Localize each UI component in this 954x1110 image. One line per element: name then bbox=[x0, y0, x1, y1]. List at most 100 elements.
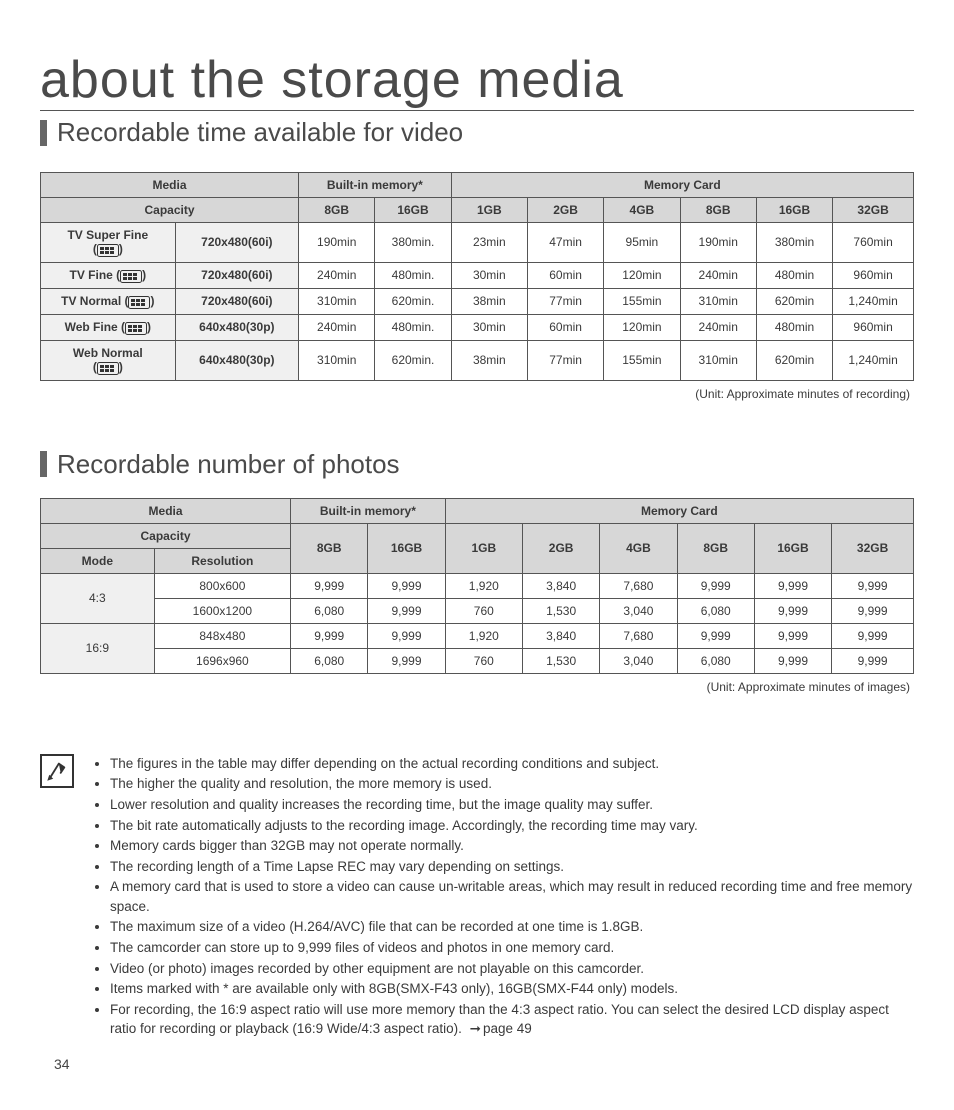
row-quality-label: TV Super Fine() bbox=[41, 223, 176, 263]
cell-value: 760 bbox=[445, 598, 522, 623]
cell-value: 480min. bbox=[375, 314, 451, 340]
cell-value: 9,999 bbox=[368, 648, 445, 673]
row-resolution: 848x480 bbox=[154, 623, 290, 648]
row-resolution: 1600x1200 bbox=[154, 598, 290, 623]
cell-value: 760min bbox=[833, 223, 914, 263]
notes-list: The figures in the table may differ depe… bbox=[92, 754, 914, 1040]
section-heading-photos: Recordable number of photos bbox=[40, 449, 914, 480]
cell-value: 9,999 bbox=[677, 573, 754, 598]
quality-icon bbox=[128, 295, 150, 309]
note-item: The higher the quality and resolution, t… bbox=[110, 774, 914, 794]
cell-value: 77min bbox=[527, 288, 603, 314]
note-item: The recording length of a Time Lapse REC… bbox=[110, 857, 914, 877]
cell-value: 240min bbox=[299, 262, 375, 288]
row-resolution: 800x600 bbox=[154, 573, 290, 598]
cell-value: 620min. bbox=[375, 288, 451, 314]
cell-value: 9,999 bbox=[832, 573, 914, 598]
quality-icon bbox=[125, 321, 147, 335]
th-capacity: Capacity bbox=[41, 198, 299, 223]
cell-value: 155min bbox=[604, 288, 680, 314]
th-card: Memory Card bbox=[451, 173, 913, 198]
cell-value: 3,840 bbox=[522, 573, 599, 598]
unit-note-video: (Unit: Approximate minutes of recording) bbox=[40, 387, 910, 401]
row-mode: 4:3 bbox=[41, 573, 155, 623]
cell-value: 38min bbox=[451, 340, 527, 380]
cell-value: 9,999 bbox=[754, 648, 831, 673]
cell-value: 9,999 bbox=[368, 623, 445, 648]
cell-value: 23min bbox=[451, 223, 527, 263]
cell-value: 60min bbox=[527, 314, 603, 340]
cell-value: 9,999 bbox=[832, 598, 914, 623]
cell-value: 240min bbox=[680, 262, 756, 288]
cell-value: 9,999 bbox=[677, 623, 754, 648]
th-card: Memory Card bbox=[445, 498, 913, 523]
cell-value: 9,999 bbox=[368, 573, 445, 598]
cell-value: 190min bbox=[299, 223, 375, 263]
quality-icon bbox=[97, 243, 119, 257]
row-resolution: 720x480(60i) bbox=[175, 288, 298, 314]
row-resolution: 1696x960 bbox=[154, 648, 290, 673]
th-resolution: Resolution bbox=[154, 548, 290, 573]
row-quality-label: TV Fine () bbox=[41, 262, 176, 288]
row-quality-label: TV Normal () bbox=[41, 288, 176, 314]
cell-value: 120min bbox=[604, 314, 680, 340]
note-item: The camcorder can store up to 9,999 file… bbox=[110, 938, 914, 958]
page-ref-icon bbox=[466, 1021, 483, 1036]
cell-value: 30min bbox=[451, 262, 527, 288]
cell-value: 6,080 bbox=[677, 598, 754, 623]
cell-value: 38min bbox=[451, 288, 527, 314]
cell-value: 1,920 bbox=[445, 573, 522, 598]
note-icon bbox=[40, 754, 74, 788]
cell-value: 310min bbox=[680, 340, 756, 380]
unit-note-photos: (Unit: Approximate minutes of images) bbox=[40, 680, 910, 694]
cell-value: 9,999 bbox=[754, 623, 831, 648]
cell-value: 95min bbox=[604, 223, 680, 263]
cell-value: 960min bbox=[833, 262, 914, 288]
row-quality-label: Web Fine () bbox=[41, 314, 176, 340]
section-heading-video: Recordable time available for video bbox=[40, 117, 914, 148]
cell-value: 380min bbox=[756, 223, 832, 263]
cell-value: 3,040 bbox=[600, 648, 677, 673]
cell-value: 9,999 bbox=[754, 598, 831, 623]
cell-value: 9,999 bbox=[368, 598, 445, 623]
video-time-table: Media Built-in memory* Memory Card Capac… bbox=[40, 172, 914, 381]
note-item: Memory cards bigger than 32GB may not op… bbox=[110, 836, 914, 856]
cell-value: 1,240min bbox=[833, 288, 914, 314]
cell-value: 30min bbox=[451, 314, 527, 340]
note-item: The figures in the table may differ depe… bbox=[110, 754, 914, 774]
note-item: Items marked with * are available only w… bbox=[110, 979, 914, 999]
page-title: about the storage media bbox=[40, 50, 914, 111]
page-number: 34 bbox=[54, 1056, 70, 1072]
cell-value: 77min bbox=[527, 340, 603, 380]
cell-value: 7,680 bbox=[600, 623, 677, 648]
th-capacity: Capacity bbox=[41, 523, 291, 548]
row-mode: 16:9 bbox=[41, 623, 155, 673]
cell-value: 620min bbox=[756, 340, 832, 380]
cell-value: 6,080 bbox=[677, 648, 754, 673]
cell-value: 6,080 bbox=[291, 648, 368, 673]
cell-value: 60min bbox=[527, 262, 603, 288]
cell-value: 960min bbox=[833, 314, 914, 340]
cell-value: 9,999 bbox=[832, 623, 914, 648]
cell-value: 310min bbox=[299, 340, 375, 380]
cell-value: 47min bbox=[527, 223, 603, 263]
row-resolution: 720x480(60i) bbox=[175, 262, 298, 288]
cell-value: 1,240min bbox=[833, 340, 914, 380]
th-mode: Mode bbox=[41, 548, 155, 573]
cell-value: 155min bbox=[604, 340, 680, 380]
cell-value: 9,999 bbox=[832, 648, 914, 673]
row-resolution: 640x480(30p) bbox=[175, 340, 298, 380]
cell-value: 240min bbox=[680, 314, 756, 340]
cell-value: 1,920 bbox=[445, 623, 522, 648]
cell-value: 120min bbox=[604, 262, 680, 288]
cell-value: 1,530 bbox=[522, 648, 599, 673]
note-item: The bit rate automatically adjusts to th… bbox=[110, 816, 914, 836]
quality-icon bbox=[97, 361, 119, 375]
th-builtin: Built-in memory* bbox=[291, 498, 446, 523]
cell-value: 480min. bbox=[375, 262, 451, 288]
note-item: For recording, the 16:9 aspect ratio wil… bbox=[110, 1000, 914, 1039]
th-media: Media bbox=[41, 498, 291, 523]
cell-value: 9,999 bbox=[291, 573, 368, 598]
th-media: Media bbox=[41, 173, 299, 198]
cell-value: 6,080 bbox=[291, 598, 368, 623]
